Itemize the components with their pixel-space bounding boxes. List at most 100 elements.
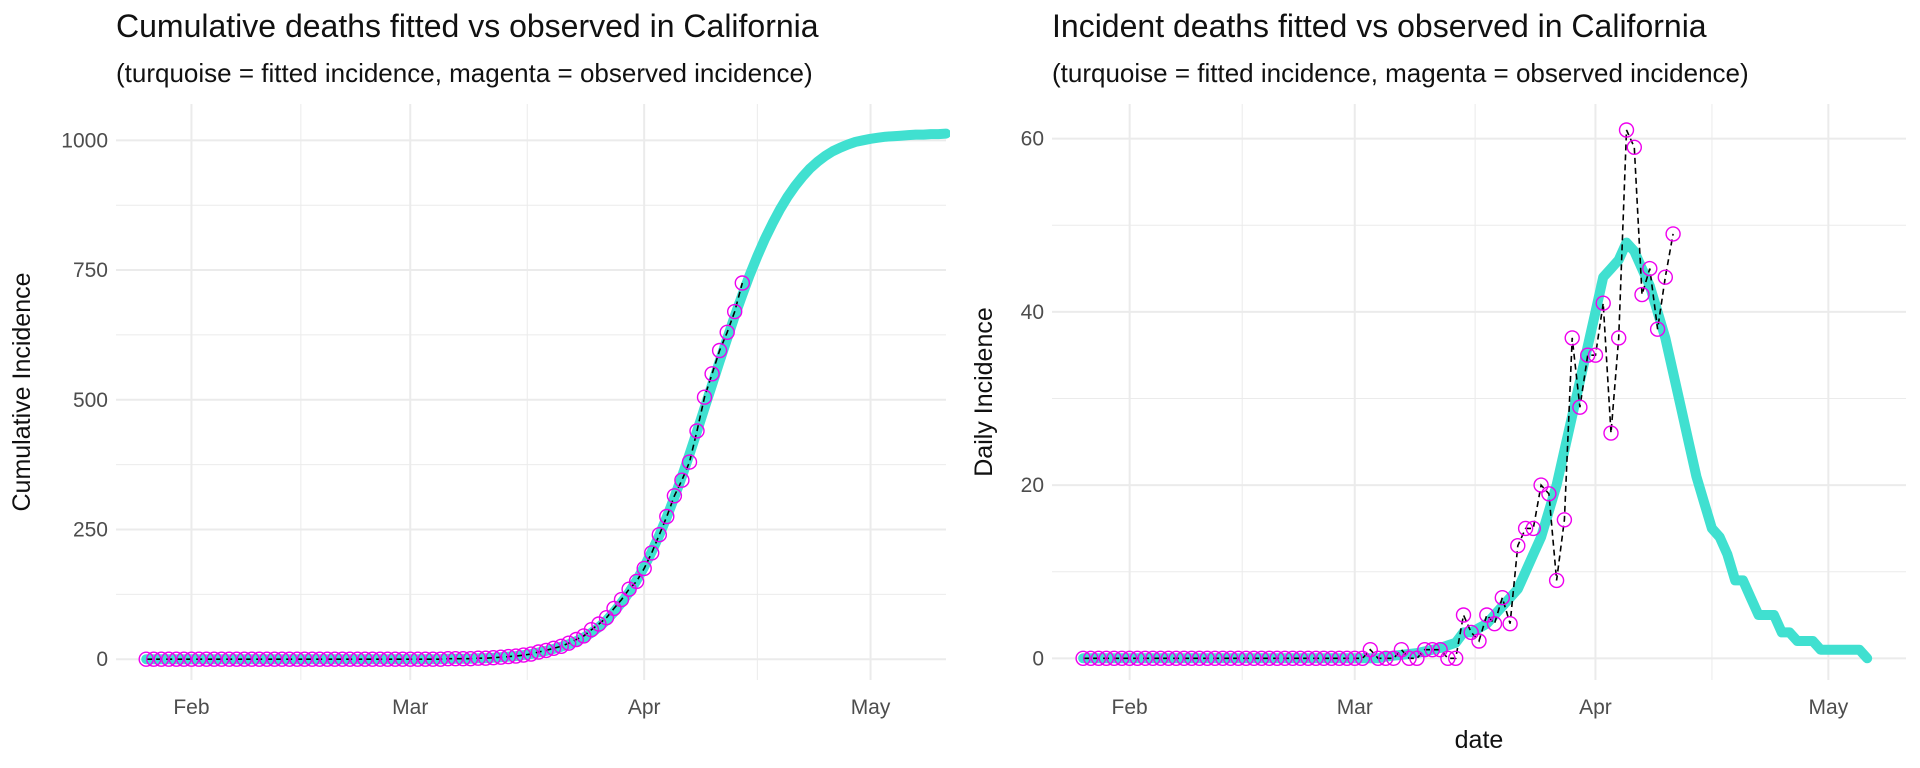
observed-point	[161, 651, 177, 667]
observed-point	[138, 651, 154, 667]
observed-point	[319, 651, 335, 667]
observed-point	[402, 651, 418, 667]
observed-point	[1634, 286, 1650, 303]
y-tick-label: 500	[73, 389, 108, 412]
observed-point	[1222, 650, 1239, 666]
y-tick-label: 60	[1021, 128, 1044, 151]
observed-point	[153, 651, 170, 667]
observed-point	[1572, 399, 1588, 415]
observed-point	[349, 651, 366, 667]
fitted-series-line	[141, 128, 950, 665]
observed-point	[1502, 616, 1518, 632]
observed-point	[545, 640, 562, 656]
observed-point	[606, 600, 622, 617]
observed-point	[251, 651, 268, 667]
observed-point	[628, 573, 645, 590]
observed-point	[1649, 321, 1666, 337]
observed-point	[1541, 486, 1557, 502]
observed-point	[478, 650, 494, 666]
observed-point	[613, 591, 630, 608]
observed-point	[1533, 477, 1549, 493]
observed-point	[236, 651, 253, 667]
observed-point	[1517, 520, 1534, 537]
observed-point	[1246, 650, 1262, 666]
chart-subtitle: (turquoise = fitted incidence, magenta =…	[1052, 58, 1749, 88]
cumulative-chart: Feb Mar Apr May 0 250 500 750 1000 Cumulative Inc…	[8, 104, 950, 719]
observed-point	[1642, 260, 1658, 277]
x-tick-label: Mar	[392, 696, 428, 719]
observed-series-dashed-line	[146, 282, 744, 661]
observed-point	[244, 651, 260, 667]
observed-point	[1611, 330, 1627, 346]
observed-point	[470, 650, 486, 666]
observed-point	[1455, 607, 1472, 623]
observed-point	[1083, 650, 1099, 666]
observed-point	[1385, 650, 1402, 666]
observed-point	[1137, 650, 1153, 666]
chart-subtitle: (turquoise = fitted incidence, magenta =…	[116, 58, 813, 88]
observed-point	[1370, 650, 1386, 666]
observed-point	[327, 651, 343, 667]
observed-point	[1331, 650, 1347, 666]
observed-point	[281, 651, 298, 667]
observed-point	[191, 651, 207, 667]
observed-point	[357, 651, 373, 667]
observed-point	[455, 651, 471, 667]
x-tick-label: Apr	[1579, 696, 1612, 719]
observed-point	[681, 454, 698, 470]
observed-point	[1494, 590, 1510, 606]
observed-point	[538, 642, 554, 659]
observed-point	[304, 651, 320, 667]
observed-point	[1401, 650, 1417, 666]
observed-point	[1463, 624, 1479, 641]
observed-point	[1106, 650, 1122, 666]
observed-point	[1168, 650, 1184, 666]
observed-point	[704, 366, 720, 382]
observed-point	[176, 651, 192, 667]
y-tick-label: 250	[73, 519, 108, 542]
gridlines	[1052, 104, 1906, 680]
observed-point	[644, 545, 660, 561]
observed-point	[1215, 650, 1231, 666]
observed-point	[651, 527, 667, 543]
observed-point	[312, 651, 328, 667]
observed-point	[1432, 642, 1448, 658]
observed-point	[372, 651, 388, 667]
observed-point	[1277, 650, 1293, 666]
observed-point	[1347, 650, 1363, 666]
observed-point	[1191, 650, 1208, 666]
observed-point	[666, 488, 683, 504]
observed-point	[1564, 330, 1580, 346]
observed-point	[485, 650, 501, 666]
observed-point	[1075, 650, 1091, 666]
observed-point	[1199, 650, 1216, 666]
observed-point	[1556, 512, 1573, 528]
observed-point	[1548, 572, 1565, 589]
observed-point	[530, 644, 547, 660]
observed-point	[1238, 650, 1254, 666]
x-tick-label: Apr	[628, 696, 661, 719]
observed-point	[1090, 650, 1107, 666]
observed-point	[447, 651, 464, 667]
observed-point	[1121, 650, 1138, 666]
observed-point	[561, 635, 577, 651]
observed-point	[1339, 650, 1355, 666]
observed-point	[1183, 650, 1200, 666]
observed-point	[1129, 650, 1146, 666]
observed-point	[1448, 650, 1464, 666]
observed-point	[1378, 650, 1394, 666]
observed-point	[1207, 650, 1223, 666]
observed-point	[342, 651, 358, 667]
observed-point	[1292, 650, 1309, 666]
observed-series-dashed-line	[1083, 129, 1674, 660]
observed-point	[734, 275, 750, 291]
observed-point	[727, 303, 743, 320]
observed-point	[719, 324, 735, 340]
observed-point	[462, 651, 479, 667]
observed-point	[1486, 616, 1503, 632]
observed-point	[1580, 347, 1596, 363]
observed-point	[274, 651, 290, 667]
observed-point	[515, 647, 532, 663]
observed-point	[659, 508, 675, 525]
observed-point	[1230, 650, 1246, 666]
